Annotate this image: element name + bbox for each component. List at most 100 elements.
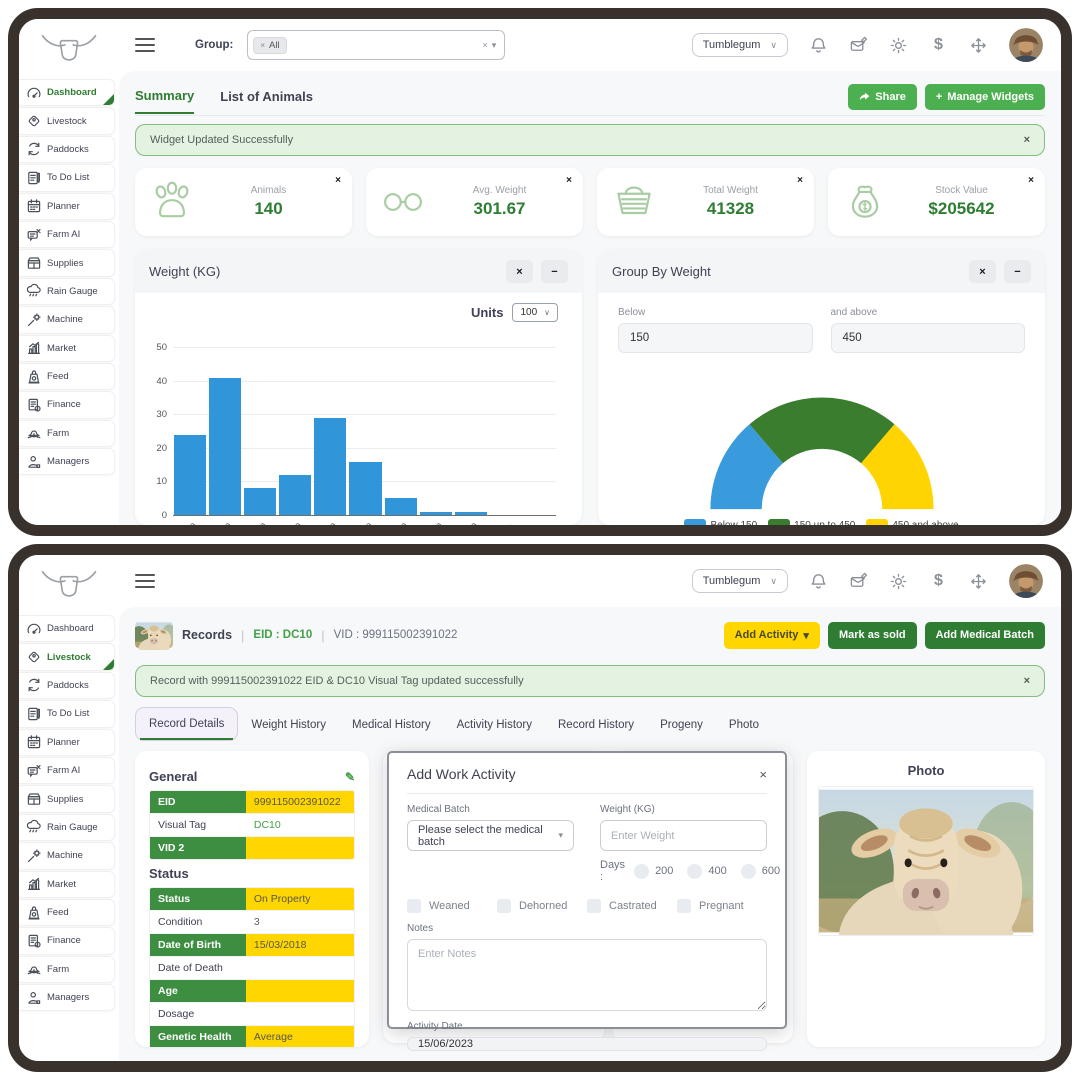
record-tab[interactable]: Activity History: [456, 719, 532, 731]
sidebar-item[interactable]: Farm AI: [19, 220, 115, 249]
dollar-icon[interactable]: $: [934, 572, 943, 589]
sidebar-item[interactable]: Finance: [19, 927, 115, 955]
activity-checkbox[interactable]: Dehorned: [497, 899, 587, 913]
sidebar-item[interactable]: Feed: [19, 362, 115, 391]
sidebar-item[interactable]: Supplies: [19, 249, 115, 277]
user-avatar[interactable]: [1009, 564, 1043, 598]
sidebar-item[interactable]: Livestock: [19, 107, 115, 135]
sidebar-item[interactable]: Paddocks: [19, 671, 115, 700]
units-select[interactable]: 100 ∨: [512, 303, 558, 322]
user-avatar[interactable]: [1009, 28, 1043, 62]
sidebar-item[interactable]: Rain Gauge: [19, 813, 115, 842]
sidebar-item[interactable]: Livestock: [19, 643, 115, 671]
sidebar-item[interactable]: To Do List: [19, 164, 115, 192]
sidebar-item[interactable]: Market: [19, 870, 115, 898]
sidebar-item[interactable]: Market: [19, 334, 115, 362]
edit-icon[interactable]: ✎: [344, 769, 355, 784]
hamburger-menu-icon[interactable]: [135, 38, 155, 52]
close-icon[interactable]: ×: [969, 260, 996, 283]
gear-icon[interactable]: [889, 572, 908, 591]
sidebar-item[interactable]: Machine: [19, 306, 115, 334]
close-icon[interactable]: ×: [1023, 134, 1030, 146]
group-chip[interactable]: × All: [253, 36, 287, 54]
manage-widgets-button[interactable]: + Manage Widgets: [924, 84, 1045, 110]
gear-icon[interactable]: [889, 36, 908, 55]
sidebar-item[interactable]: Managers: [19, 448, 115, 476]
days-radio[interactable]: 600: [740, 863, 780, 879]
sidebar-item[interactable]: Supplies: [19, 785, 115, 813]
sidebar-item[interactable]: Managers: [19, 984, 115, 1012]
sidebar-item[interactable]: Farm: [19, 419, 115, 448]
dollar-icon[interactable]: $: [934, 36, 943, 53]
activity-checkbox[interactable]: Weaned: [407, 899, 497, 913]
group-select[interactable]: × All × ▾: [247, 30, 506, 60]
weight-input[interactable]: [600, 820, 767, 851]
detail-label: Dosage: [158, 1008, 195, 1020]
radio-icon[interactable]: [740, 863, 756, 879]
farm-select[interactable]: Tumblegum ∨: [691, 33, 788, 57]
weight-label: Weight (KG): [600, 804, 655, 815]
record-tab[interactable]: Photo: [728, 719, 759, 731]
sidebar-item[interactable]: To Do List: [19, 700, 115, 728]
close-icon[interactable]: ×: [759, 766, 767, 782]
below-input[interactable]: 150: [618, 323, 813, 353]
sidebar-item[interactable]: Machine: [19, 842, 115, 870]
sidebar-item[interactable]: Dashboard: [19, 79, 115, 107]
sidebar-item[interactable]: Farm AI: [19, 756, 115, 785]
activity-date-input[interactable]: [407, 1037, 767, 1051]
sidebar-item[interactable]: Rain Gauge: [19, 277, 115, 306]
hamburger-menu-icon[interactable]: [135, 574, 155, 588]
notifications-icon[interactable]: [809, 36, 828, 55]
notifications-icon[interactable]: [809, 572, 828, 591]
farm-select[interactable]: Tumblegum ∨: [691, 569, 788, 593]
checkbox-icon[interactable]: [677, 899, 691, 913]
activity-checkbox[interactable]: Pregnant: [677, 899, 767, 913]
bull-logo[interactable]: [19, 555, 119, 615]
remove-icon[interactable]: ×: [260, 40, 265, 50]
radio-icon[interactable]: [634, 863, 650, 879]
mail-compose-icon[interactable]: [849, 36, 868, 55]
sidebar-item[interactable]: Planner: [19, 728, 115, 756]
sidebar-item[interactable]: Finance: [19, 391, 115, 419]
record-tab[interactable]: Record Details: [135, 707, 239, 741]
tab-summary[interactable]: Summary: [135, 80, 195, 114]
medical-batch-select[interactable]: Please select the medical batch ▾: [407, 820, 574, 851]
radio-icon[interactable]: [687, 863, 703, 879]
close-icon[interactable]: ×: [566, 175, 572, 186]
checkbox-icon[interactable]: [407, 899, 421, 913]
close-icon[interactable]: ×: [506, 260, 533, 283]
days-radio[interactable]: 400: [687, 863, 727, 879]
add-medical-batch-button[interactable]: Add Medical Batch: [924, 621, 1045, 649]
close-icon[interactable]: ×: [797, 175, 803, 186]
sidebar-item[interactable]: Farm: [19, 955, 115, 984]
minimize-icon[interactable]: −: [1004, 260, 1031, 283]
sidebar-item[interactable]: Planner: [19, 192, 115, 220]
close-icon[interactable]: ×: [335, 175, 341, 186]
detail-value: 15/03/2018: [245, 934, 354, 956]
days-radio[interactable]: 200: [634, 863, 673, 879]
close-icon[interactable]: ×: [1023, 675, 1030, 687]
add-activity-button[interactable]: Add Activity ▾: [723, 621, 820, 649]
bull-logo[interactable]: [19, 19, 119, 79]
activity-checkbox[interactable]: Castrated: [587, 899, 677, 913]
minimize-icon[interactable]: −: [541, 260, 568, 283]
close-icon[interactable]: ×: [1028, 175, 1034, 186]
share-button[interactable]: Share: [848, 84, 917, 110]
notes-textarea[interactable]: [407, 939, 767, 1011]
move-icon[interactable]: [969, 36, 988, 55]
clear-icon[interactable]: ×: [482, 40, 488, 50]
checkbox-icon[interactable]: [497, 899, 511, 913]
sidebar-item[interactable]: Dashboard: [19, 615, 115, 643]
move-icon[interactable]: [969, 572, 988, 591]
tab-list-of-animals[interactable]: List of Animals: [220, 89, 313, 104]
record-tab[interactable]: Weight History: [251, 719, 326, 731]
sidebar-item[interactable]: Feed: [19, 898, 115, 927]
mark-as-sold-button[interactable]: Mark as sold: [827, 621, 917, 649]
mail-compose-icon[interactable]: [849, 572, 868, 591]
above-input[interactable]: 450: [830, 323, 1025, 353]
checkbox-icon[interactable]: [587, 899, 601, 913]
record-tab[interactable]: Record History: [558, 719, 635, 731]
record-tab[interactable]: Progeny: [660, 719, 703, 731]
record-tab[interactable]: Medical History: [351, 719, 431, 731]
sidebar-item[interactable]: Paddocks: [19, 135, 115, 164]
